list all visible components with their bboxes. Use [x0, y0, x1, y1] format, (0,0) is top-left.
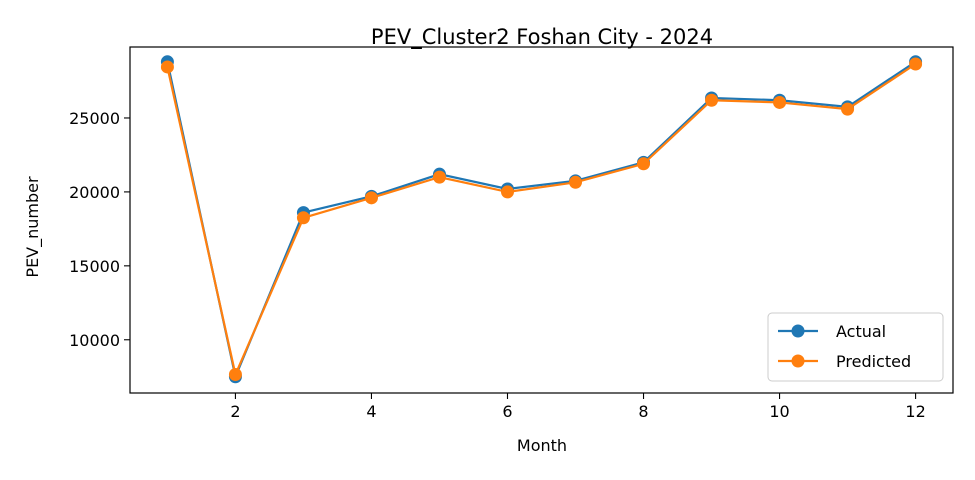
legend-label: Actual [836, 322, 886, 341]
legend-marker [791, 354, 805, 368]
x-tick-label: 2 [230, 402, 240, 421]
data-point-predicted-5 [432, 170, 446, 184]
legend-marker [791, 324, 805, 338]
data-point-predicted-2 [228, 368, 242, 382]
y-tick-label: 25000 [69, 109, 120, 128]
series-line-actual [166, 60, 917, 381]
legend-label: Predicted [836, 352, 911, 371]
y-tick-label: 15000 [69, 257, 120, 276]
data-point-predicted-9 [705, 93, 719, 107]
data-point-predicted-3 [296, 211, 310, 225]
x-tick-label: 6 [502, 402, 512, 421]
x-axis-label: Month [517, 436, 567, 455]
legend: Actual Predicted [767, 312, 944, 382]
y-axis: 10000 15000 20000 25000 [69, 109, 130, 350]
data-point-predicted-12 [909, 57, 923, 71]
data-point-predicted-7 [569, 175, 583, 189]
x-tick-label: 12 [905, 402, 925, 421]
data-point-predicted-1 [160, 60, 174, 74]
legend-item-predicted: Predicted [778, 352, 911, 371]
x-tick-label: 4 [366, 402, 376, 421]
series-line-predicted [166, 63, 917, 379]
chart-title: PEV_Cluster2 Foshan City - 2024 [371, 25, 713, 50]
data-point-predicted-8 [637, 157, 651, 171]
data-point-predicted-6 [500, 185, 514, 199]
x-axis: 2 4 6 8 10 12 [230, 393, 926, 421]
data-point-predicted-11 [841, 102, 855, 116]
legend-item-actual: Actual [778, 322, 886, 341]
y-tick-label: 10000 [69, 331, 120, 350]
y-axis-label: PEV_number [23, 176, 43, 278]
plot-area [160, 55, 923, 384]
x-tick-label: 10 [769, 402, 789, 421]
x-tick-label: 8 [638, 402, 648, 421]
series-predicted [160, 57, 923, 382]
y-tick-label: 20000 [69, 183, 120, 202]
plot-frame [129, 46, 954, 394]
data-point-predicted-10 [773, 95, 787, 109]
data-point-predicted-4 [364, 191, 378, 205]
